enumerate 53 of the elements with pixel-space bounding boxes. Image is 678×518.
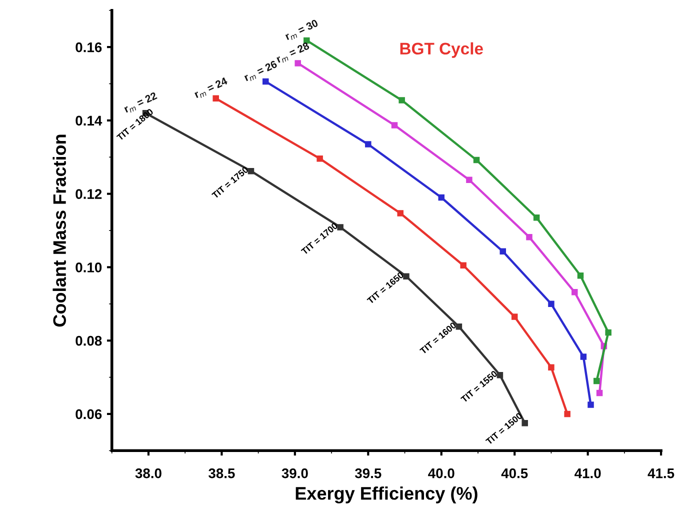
y-tick-label: 0.06 [76,409,102,420]
point [522,420,528,426]
point [248,168,254,174]
y-axis-title: Coolant Mass Fraction [52,134,66,327]
text: r$_{m}$ = 30 [284,19,320,42]
x-tick-label: 40.5 [501,468,528,478]
point [212,95,219,102]
point [496,372,504,378]
point [262,78,269,85]
point [596,390,603,396]
text: BGT Cycle [400,42,483,58]
y-tick-label: 0.08 [76,336,102,346]
text: r$_{m}$ = 24 [194,76,229,100]
point [398,97,405,104]
point [577,272,584,279]
point [605,329,612,336]
text: r$_{m}$ = 26 [244,60,278,83]
point [365,141,372,148]
y-tick-label: 0.14 [76,116,102,126]
x-tick-label: 41.5 [648,468,674,478]
point [403,273,410,280]
point [500,248,506,255]
y-tick-label: 0.16 [76,42,102,52]
x-tick-label: 41.0 [574,468,601,478]
point [337,224,344,230]
point [564,410,570,418]
text: r$_{m}$ = 28 [276,42,310,64]
x-tick-label: 38.0 [135,468,162,478]
point [460,262,466,268]
point [473,156,480,164]
point [580,354,587,360]
point [466,176,472,183]
point [548,300,554,308]
point [526,234,532,240]
point [294,60,301,66]
x-tick-label: 39.5 [354,468,382,478]
point [588,402,594,408]
point [548,364,554,370]
point [391,122,398,128]
x-tick-label: 39.0 [282,468,308,478]
point [511,314,518,320]
point [397,210,404,216]
point [438,194,445,201]
point [593,378,600,384]
y-tick-label: 0.10 [76,262,102,272]
point [456,324,462,330]
x-axis-title: Exergy Efficiency (%) [296,486,478,504]
x-tick-label: 38.5 [208,468,235,478]
point [533,214,540,221]
point [316,155,323,162]
y-tick-label: 0.12 [76,189,102,199]
x-tick-label: 40.0 [428,468,454,478]
point [572,289,578,296]
